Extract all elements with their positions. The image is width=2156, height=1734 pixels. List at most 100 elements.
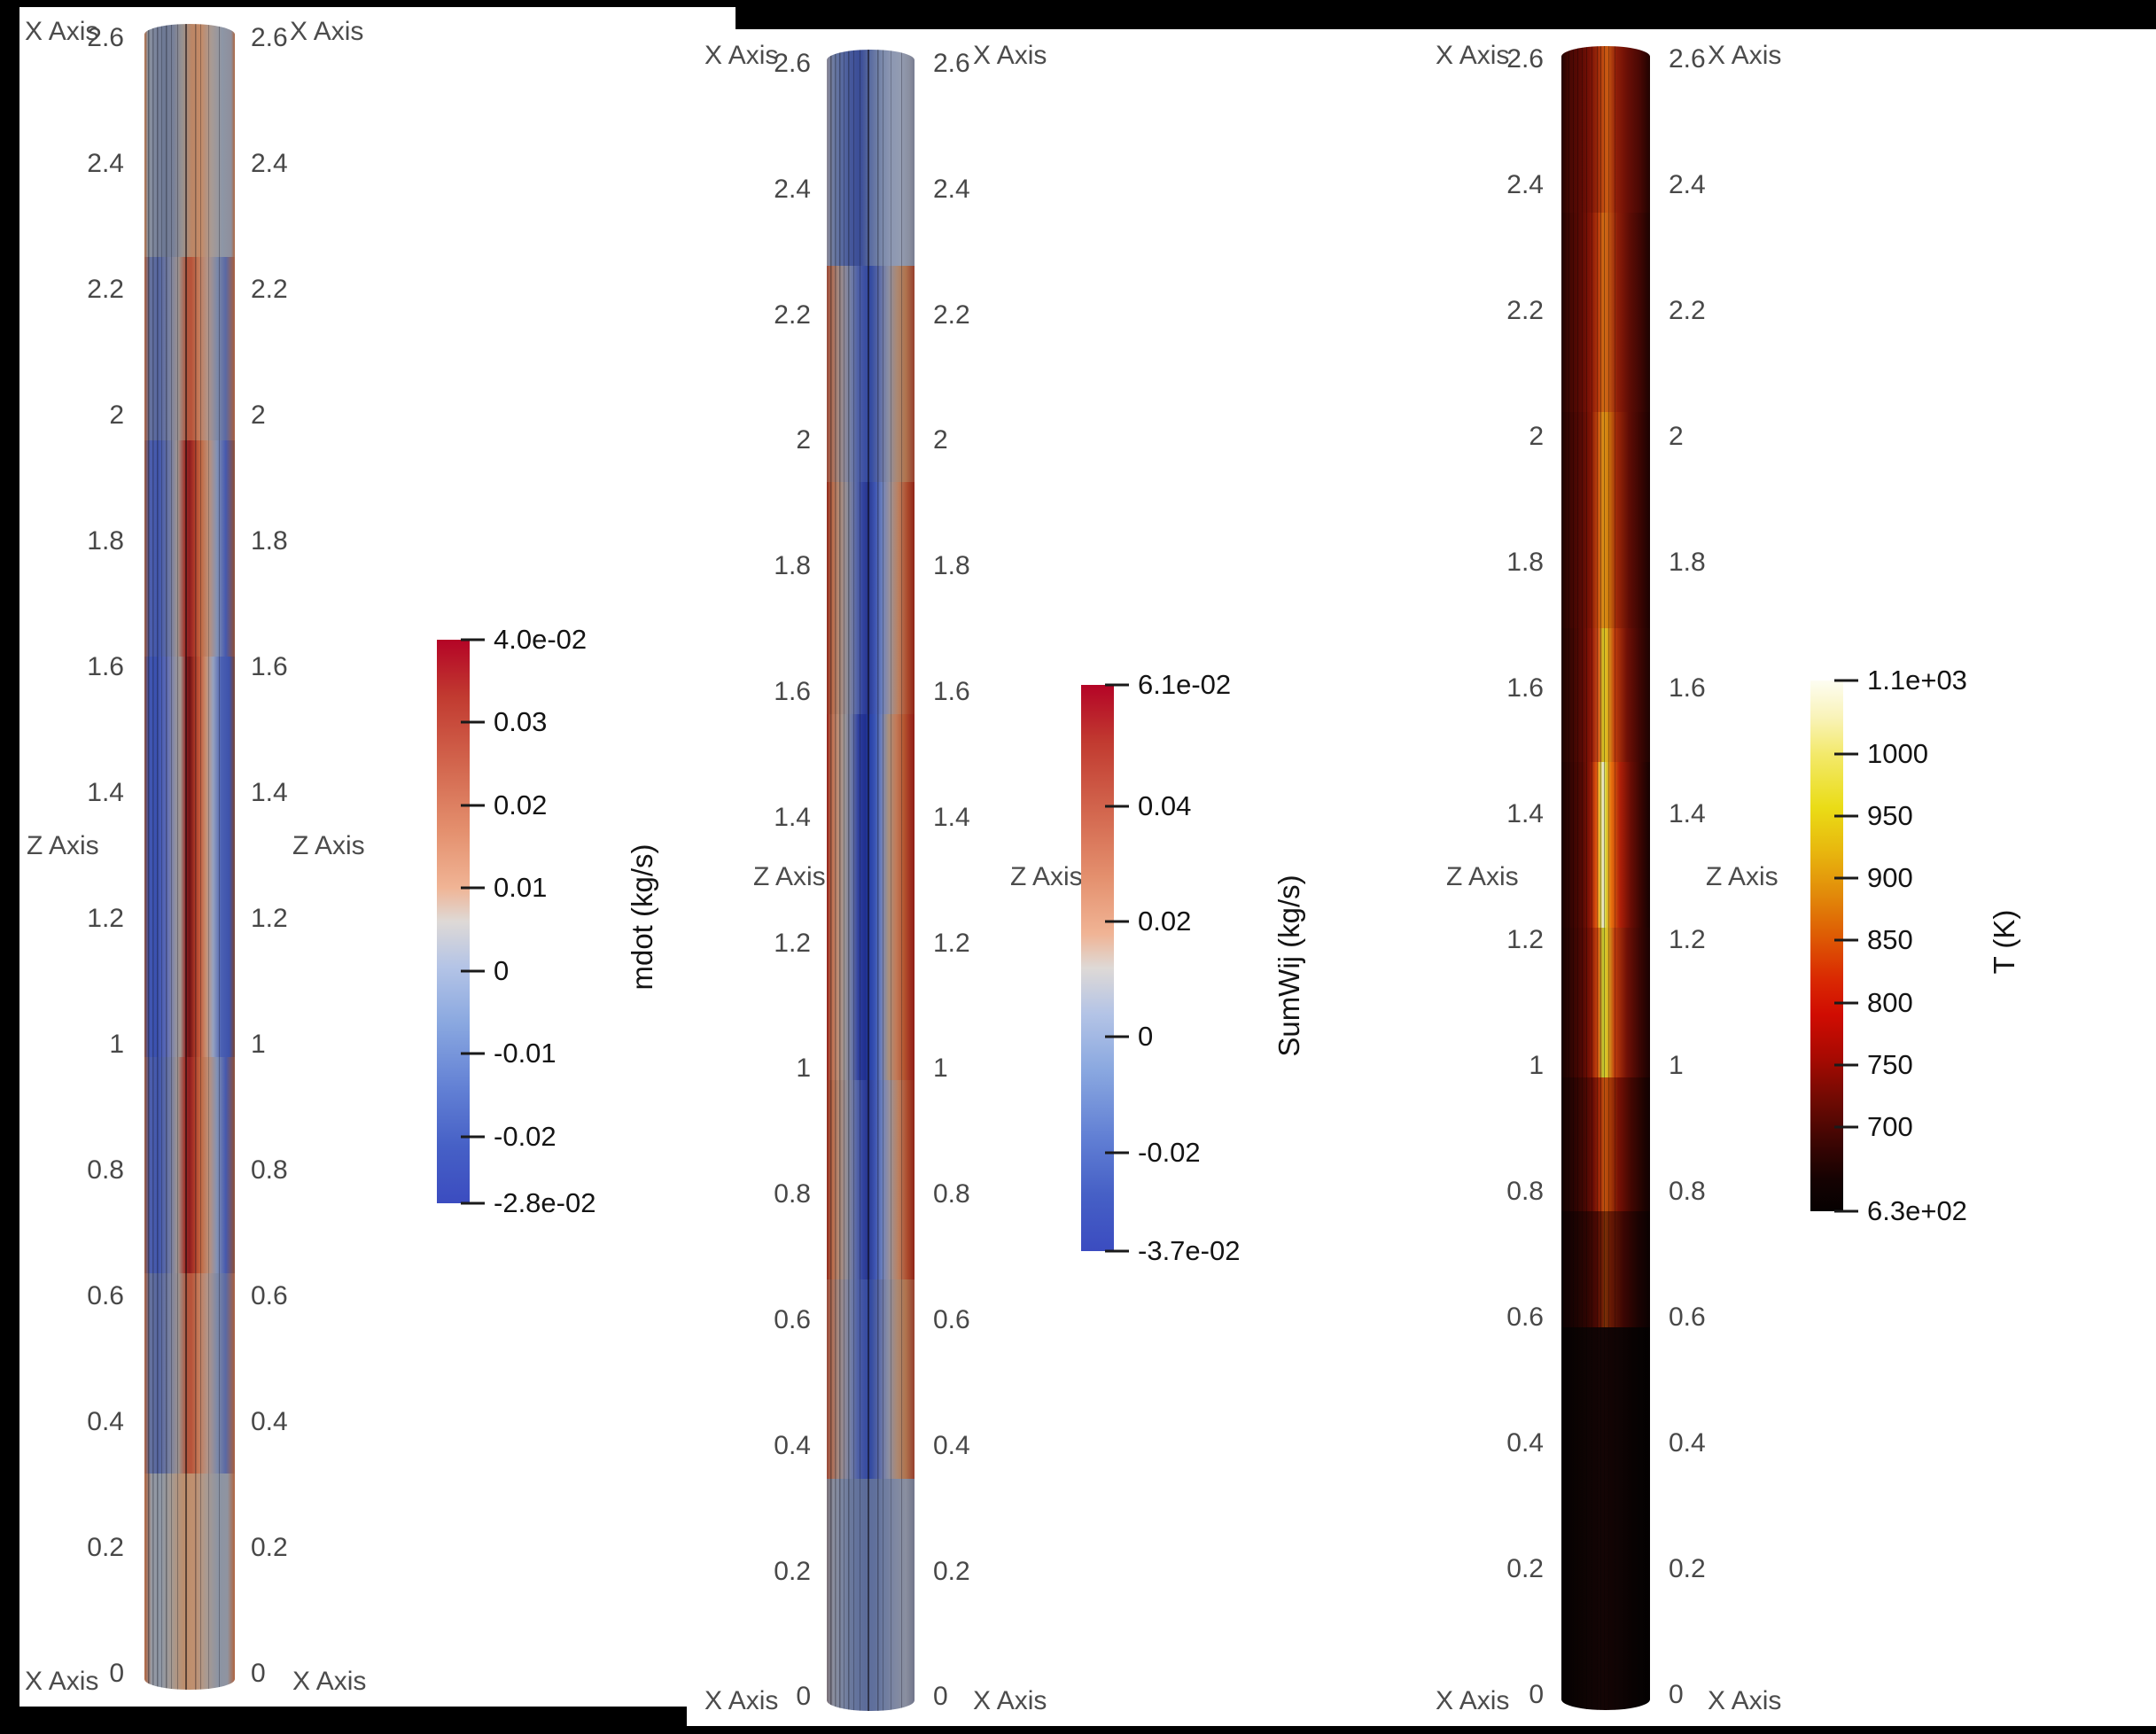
colorbar-tick-label: -0.02 <box>494 1120 557 1152</box>
column-gradient-zone <box>1561 1327 1650 1710</box>
colorbar-tick-label: 750 <box>1867 1048 1913 1080</box>
z-tick-labels-left-sumwij: 2.6 2.4 2.2 2 1.8 1.6 1.4 1.2 1 0.8 0.6 0.4 0.2 0 <box>722 0 811 1734</box>
temperature-colorbar-title: T (K) <box>1988 909 2020 975</box>
z-tick-label: 2.4 <box>933 174 970 204</box>
colorbar-tick-mark <box>461 638 485 642</box>
z-tick-label: 1.6 <box>1669 673 1706 703</box>
z-tick-label: 0.8 <box>1506 1177 1544 1206</box>
z-tick-label: 1.4 <box>251 778 288 807</box>
z-tick-label: 1.4 <box>933 802 970 832</box>
z-tick-labels-right-mdot: 2.6 2.4 2.2 2 1.8 1.6 1.4 1.2 1 0.8 0.6 0.4 0.2 0 <box>251 0 339 1734</box>
colorbar-tick-label: 1.1e+03 <box>1867 665 1967 696</box>
colorbar-tick-label: 800 <box>1867 986 1913 1018</box>
z-tick-label: 0.2 <box>933 1556 970 1586</box>
z-tick-label: 2.2 <box>87 275 124 304</box>
z-tick-label: 0.2 <box>774 1556 811 1586</box>
z-tick-label: 0.4 <box>87 1407 124 1436</box>
x-axis-label-top-right-sumwij: X Axis <box>973 41 1047 70</box>
z-tick-label: 2.4 <box>251 149 288 178</box>
z-tick-label: 2.4 <box>774 174 811 204</box>
column-gradient-zone <box>1561 628 1650 762</box>
colorbar-gradient-temperature <box>1810 680 1843 1211</box>
colorbar-tick-label: -0.02 <box>1138 1137 1201 1169</box>
z-tick-label: 0.6 <box>87 1281 124 1310</box>
z-axis-label-left-sumwij: Z Axis <box>753 862 826 891</box>
z-tick-label: 0.4 <box>1506 1428 1544 1458</box>
z-tick-label: 0.8 <box>87 1155 124 1185</box>
z-tick-label: 0.2 <box>1669 1554 1706 1583</box>
z-tick-label: 1.8 <box>774 551 811 581</box>
column-gradient-zone <box>1561 1077 1650 1211</box>
x-axis-label-top-right-mdot: X Axis <box>290 17 364 46</box>
column-gradient-zone <box>1561 928 1650 1078</box>
z-tick-label: 2.2 <box>251 275 288 304</box>
z-tick-label: 1 <box>1669 1051 1684 1080</box>
colorbar-tick-mark <box>461 886 485 890</box>
z-tick-label: 2 <box>933 425 948 455</box>
z-tick-labels-left-mdot: 2.6 2.4 2.2 2 1.8 1.6 1.4 1.2 1 0.8 0.6 0.4 0.2 0 <box>35 0 124 1734</box>
z-tick-label: 1.8 <box>1506 548 1544 577</box>
colorbar-tick-mark <box>1834 938 1858 942</box>
colorbar-tick-mark <box>1105 1249 1129 1253</box>
z-tick-labels-left-temperature: 2.6 2.4 2.2 2 1.8 1.6 1.4 1.2 1 0.8 0.6 0.4 0.2 0 <box>1455 0 1544 1734</box>
z-axis-label-right-sumwij: Z Axis <box>1010 862 1083 891</box>
colorbar-tick-mark <box>1834 1125 1858 1129</box>
column-gradient-zone <box>1561 412 1650 629</box>
z-tick-label: 2.2 <box>774 299 811 330</box>
colorbar-tick-label: 0.02 <box>494 789 548 820</box>
x-axis-label-top-right-temperature: X Axis <box>1708 41 1782 70</box>
colorbar-tick-mark <box>1834 876 1858 880</box>
middle-right-views-background <box>687 29 2156 1726</box>
z-tick-label: 2.6 <box>1506 44 1544 74</box>
z-tick-label: 0.8 <box>774 1179 811 1209</box>
z-tick-label: 0.6 <box>774 1305 811 1334</box>
streamlines-overlay <box>144 24 235 1690</box>
colorbar-tick-label: 6.3e+02 <box>1867 1195 1967 1226</box>
colorbar-tick-mark <box>1834 1063 1858 1067</box>
z-tick-label: 1.6 <box>251 652 288 681</box>
colorbar-tick-label: -0.01 <box>494 1038 557 1069</box>
z-tick-label: 1.6 <box>1506 673 1544 703</box>
z-tick-label: 0.4 <box>1669 1428 1706 1458</box>
column-gradient-zone <box>1561 761 1650 929</box>
colorbar-gradient-sumwij <box>1081 685 1114 1251</box>
colorbar-tick-mark <box>1105 920 1129 923</box>
z-tick-label: 0.4 <box>933 1430 970 1460</box>
z-tick-label: 0.6 <box>1669 1302 1706 1332</box>
colorbar-tick-label: 4.0e-02 <box>494 624 588 655</box>
z-tick-label: 1.6 <box>774 677 811 706</box>
z-tick-label: 1.2 <box>1506 925 1544 954</box>
colorbar-tick-label: 850 <box>1867 923 1913 955</box>
z-tick-label: 1.4 <box>1669 799 1706 828</box>
column-gradient-zone <box>1561 212 1650 413</box>
colorbar-tick-label: 6.1e-02 <box>1138 669 1232 700</box>
z-tick-label: 0 <box>796 1682 811 1712</box>
z-tick-label: 1.4 <box>774 802 811 832</box>
z-tick-label: 0 <box>251 1659 266 1688</box>
colorbar-tick-mark <box>1105 805 1129 808</box>
colorbar-tick-mark <box>1834 814 1858 818</box>
z-tick-label: 1.6 <box>87 652 124 681</box>
colorbar-tick-label: 0.04 <box>1138 789 1192 821</box>
z-tick-label: 1 <box>251 1030 266 1059</box>
colorbar-tick-label: -3.7e-02 <box>1138 1235 1241 1266</box>
z-tick-label: 2 <box>1669 422 1684 451</box>
z-axis-label-right-temperature: Z Axis <box>1706 862 1779 891</box>
x-axis-label-top-left-mdot: X Axis <box>25 17 99 46</box>
sumwij-colorbar: 6.1e-02 0.04 0.02 0 -0.02 -3.7e-02 <box>1081 669 1240 1266</box>
z-axis-label-left-mdot: Z Axis <box>27 831 99 860</box>
x-axis-label-bottom-right-temperature: X Axis <box>1708 1686 1782 1715</box>
z-tick-label: 1.8 <box>251 526 288 556</box>
z-tick-label: 1.6 <box>933 677 970 706</box>
z-tick-label: 0.2 <box>1506 1554 1544 1583</box>
z-tick-label: 0 <box>933 1682 948 1712</box>
z-tick-label: 0.8 <box>1669 1177 1706 1206</box>
z-tick-label: 2.2 <box>1669 296 1706 325</box>
z-tick-label: 1 <box>109 1030 124 1059</box>
mdot-column-visualization <box>144 24 235 1690</box>
z-tick-label: 0.4 <box>251 1407 288 1436</box>
colorbar-tick-mark <box>1105 1035 1129 1038</box>
z-tick-label: 2 <box>109 400 124 430</box>
colorbar-tick-mark <box>1834 679 1858 682</box>
